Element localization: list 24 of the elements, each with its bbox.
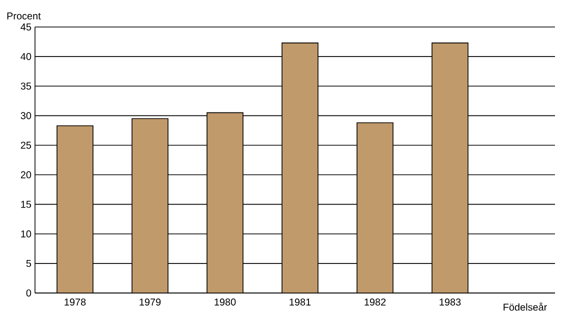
y-tick-label: 40	[20, 53, 32, 60]
y-tick-label: 5	[26, 260, 32, 267]
y-tick-label: 20	[20, 171, 32, 178]
y-tick-label: 0	[26, 289, 32, 297]
y-tick-label: 10	[21, 230, 32, 238]
x-tick-label: 1980	[214, 298, 236, 306]
y-axis-title: Procent	[7, 12, 41, 20]
x-tick-label: 1982	[364, 298, 386, 306]
y-tick-label: 15	[21, 200, 32, 208]
x-tick-label: 1983	[440, 298, 461, 306]
bar	[56, 125, 94, 293]
y-tick-label: 30	[20, 112, 32, 120]
y-tick-label: 45	[20, 24, 32, 30]
y-tick-label: 35	[20, 82, 32, 90]
bar	[432, 42, 468, 293]
bar	[206, 112, 244, 293]
x-tick-label: 1978	[64, 298, 86, 306]
x-tick-label: 1979	[140, 298, 161, 306]
y-tick-label: 25	[20, 142, 32, 149]
x-axis-title: Födelseår	[504, 302, 547, 311]
bar	[132, 118, 168, 293]
x-tick-label: 1981	[290, 298, 311, 306]
bar	[356, 122, 394, 293]
bar	[282, 42, 318, 293]
